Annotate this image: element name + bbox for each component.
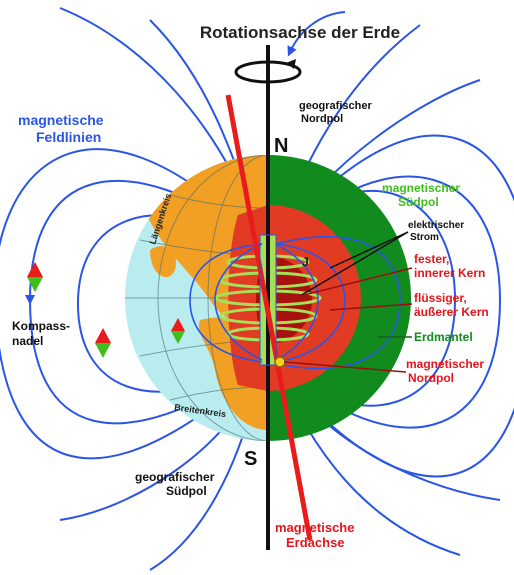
magnetic-axis [225,94,313,541]
mag-axis-label-2: Erdachse [286,535,345,550]
geo-north-label-1: geografischer [299,100,372,112]
field-lines-inner [189,235,401,370]
title: Rotationsachse der Erde [200,23,400,42]
field-line [25,179,263,425]
mantle-label: Erdmantel [414,330,473,344]
geo-north-label-2: Nordpol [301,113,343,125]
outer-core [268,205,361,391]
leader-line [299,267,413,297]
field-line [275,243,319,361]
field-line [275,243,346,363]
mag-north-label-2: Nordpol [408,371,454,385]
inner-core-label-2: innerer Kern [414,266,485,280]
continent [150,246,176,278]
compass-needle-icon [27,262,43,292]
compass-label-1: Kompass- [12,319,70,333]
leader-line [283,361,407,373]
field-line [214,243,263,361]
leader-line [329,303,413,311]
compass-needle-icon [95,328,111,358]
rotation-arrow-icon [234,59,302,84]
current-label-1: elektrischer [408,220,464,231]
geo-south-label-2: Südpol [166,484,207,498]
outer-core-label-2: äußerer Kern [414,305,489,319]
outer-core-label-1: flüssiger, [414,291,467,305]
field-arrow-icon [287,11,346,57]
current-letter: J [302,255,309,269]
geo-south-label-1: geografischer [135,470,215,484]
north-letter: N [274,135,288,157]
field-lines-label-2: Feldlinien [36,129,101,145]
magnetic-north-marker [274,356,286,368]
mag-north-label-1: magnetischer [406,357,484,371]
compass-needle-icon [171,318,185,344]
south-letter: S [244,448,257,470]
mag-axis-label-1: magnetische [275,520,354,535]
compass-label-2: nadel [12,334,43,348]
mag-south-label-2: Südpol [398,195,439,209]
mag-south-label-1: magnetischer [382,181,460,195]
field-line [275,175,502,429]
field-lines-label-1: magnetische [18,112,104,128]
current-label-2: Strom [410,232,439,243]
leader-line [299,231,409,297]
inner-core-label-1: fester, [414,252,449,266]
field-line [0,148,263,460]
leader-line [329,231,409,269]
field-line [189,243,263,363]
